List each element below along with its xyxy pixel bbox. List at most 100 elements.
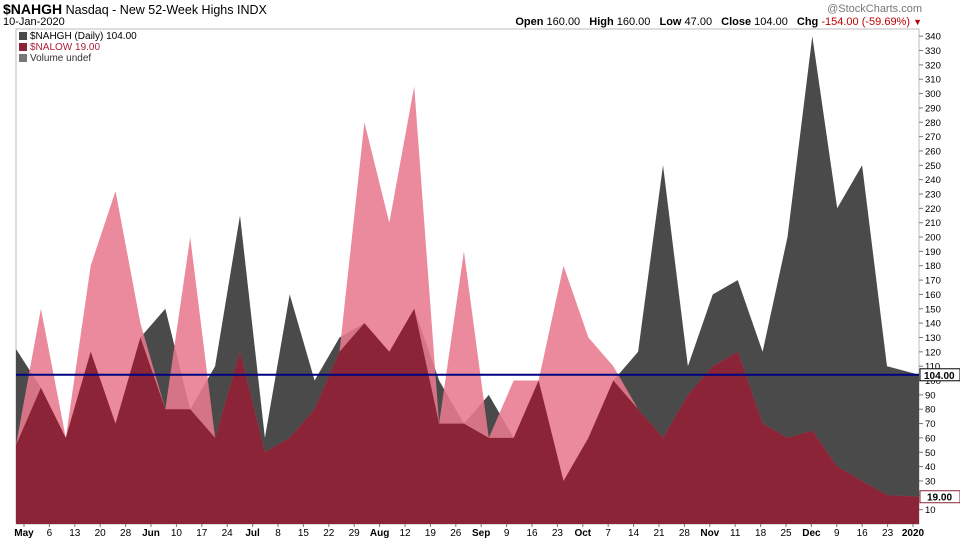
y-tick-label: 200 bbox=[925, 233, 941, 244]
x-tick-label: Jul bbox=[245, 528, 260, 539]
chg-value: -154.00 (-59.69%) bbox=[821, 16, 911, 28]
x-tick-label: May bbox=[14, 528, 34, 539]
exchange: INDX bbox=[237, 3, 267, 17]
y-tick-label: 30 bbox=[925, 476, 936, 487]
x-tick-label: 23 bbox=[882, 528, 894, 539]
y-tick-label: 290 bbox=[925, 103, 941, 114]
open-value: 160.00 bbox=[546, 16, 581, 28]
low-value: 47.00 bbox=[684, 16, 713, 28]
y-tick-label: 60 bbox=[925, 433, 936, 444]
high-label: High bbox=[589, 16, 614, 28]
low-label: Low bbox=[659, 16, 682, 28]
legend-volume-label: Volume undef bbox=[30, 53, 92, 64]
legend-highs-label: $NAHGH (Daily) 104.00 bbox=[30, 31, 137, 42]
x-tick-label: 19 bbox=[425, 528, 437, 539]
x-tick-label: 29 bbox=[349, 528, 361, 539]
y-tick-label: 300 bbox=[925, 89, 941, 100]
y-tick-label: 10 bbox=[925, 505, 936, 516]
x-tick-label: 12 bbox=[399, 528, 411, 539]
y-tick-label: 220 bbox=[925, 204, 941, 215]
y-tick-label: 240 bbox=[925, 175, 941, 186]
x-tick-label: 24 bbox=[222, 528, 234, 539]
x-tick-label: 16 bbox=[526, 528, 538, 539]
x-tick-label: 7 bbox=[605, 528, 611, 539]
x-tick-label: 15 bbox=[298, 528, 310, 539]
legend-lows: $NALOW 19.00 bbox=[19, 42, 100, 53]
legend-volume-swatch-icon bbox=[19, 54, 27, 62]
y-tick-label: 210 bbox=[925, 218, 941, 229]
y-tick-label: 120 bbox=[925, 347, 941, 358]
y-tick-label: 150 bbox=[925, 304, 941, 315]
x-tick-label: 23 bbox=[552, 528, 564, 539]
x-tick-label: 2020 bbox=[902, 528, 925, 539]
y-tick-label: 40 bbox=[925, 462, 936, 473]
credit: @StockCharts.com bbox=[827, 3, 922, 15]
x-tick-label: 18 bbox=[755, 528, 767, 539]
chg-down-icon: ▼ bbox=[913, 17, 922, 27]
x-tick-label: 6 bbox=[47, 528, 53, 539]
chg-label: Chg bbox=[796, 16, 819, 28]
y-tick-label: 230 bbox=[925, 190, 941, 201]
y-tick-label: 320 bbox=[925, 60, 941, 71]
y-tick-label: 50 bbox=[925, 448, 936, 459]
legend-volume: Volume undef bbox=[19, 53, 91, 64]
x-tick-label: 16 bbox=[857, 528, 869, 539]
y-tick-label: 130 bbox=[925, 333, 941, 344]
x-tick-label: Dec bbox=[802, 528, 821, 539]
x-tick-label: 25 bbox=[780, 528, 792, 539]
chart-title: $NAHGH Nasdaq - New 52-Week Highs INDX bbox=[3, 1, 267, 17]
x-tick-label: 21 bbox=[653, 528, 665, 539]
y-tick-label: 310 bbox=[925, 75, 941, 86]
y-tick-label: 90 bbox=[925, 390, 936, 401]
last-value-highs-tag bbox=[919, 368, 960, 382]
y-tick-label: 190 bbox=[925, 247, 941, 258]
x-tick-label: 10 bbox=[171, 528, 183, 539]
last-value-highs-label: 104.00 bbox=[924, 371, 955, 382]
legend-lows-swatch-icon bbox=[19, 43, 27, 51]
y-tick-label: 110 bbox=[925, 362, 940, 373]
x-tick-label: 14 bbox=[628, 528, 640, 539]
x-tick-label: 20 bbox=[95, 528, 107, 539]
legend-lows-label: $NALOW 19.00 bbox=[30, 42, 101, 53]
x-tick-label: Nov bbox=[700, 528, 719, 539]
legend-highs: $NAHGH (Daily) 104.00 bbox=[19, 31, 137, 42]
x-tick-label: Oct bbox=[574, 528, 591, 539]
x-tick-label: 17 bbox=[196, 528, 208, 539]
y-tick-label: 280 bbox=[925, 118, 941, 129]
x-tick-label: 26 bbox=[450, 528, 462, 539]
x-tick-label: 8 bbox=[275, 528, 281, 539]
x-tick-label: 11 bbox=[730, 528, 741, 539]
y-tick-label: 180 bbox=[925, 261, 941, 272]
symbol-name: Nasdaq - New 52-Week Highs bbox=[65, 3, 234, 17]
y-tick-label: 140 bbox=[925, 319, 941, 330]
x-tick-label: 9 bbox=[504, 528, 510, 539]
y-tick-label: 160 bbox=[925, 290, 941, 301]
chart-date: 10-Jan-2020 bbox=[3, 16, 65, 28]
x-tick-label: 28 bbox=[120, 528, 132, 539]
ohlc-readout: Open 160.00 High 160.00 Low 47.00 Close … bbox=[515, 16, 922, 28]
x-tick-label: Aug bbox=[370, 528, 389, 539]
x-tick-label: 28 bbox=[679, 528, 691, 539]
x-tick-label: 22 bbox=[323, 528, 335, 539]
x-tick-label: 13 bbox=[69, 528, 81, 539]
y-tick-label: 270 bbox=[925, 132, 941, 143]
close-value: 104.00 bbox=[754, 16, 788, 28]
x-tick-label: 9 bbox=[834, 528, 840, 539]
y-tick-label: 100 bbox=[925, 376, 941, 387]
y-tick-label: 70 bbox=[925, 419, 936, 430]
close-label: Close bbox=[721, 16, 752, 28]
high-value: 160.00 bbox=[616, 16, 651, 28]
last-value-lows-tag bbox=[919, 490, 960, 504]
legend-highs-swatch-icon bbox=[19, 32, 27, 40]
last-value-lows-label: 19.00 bbox=[927, 493, 952, 504]
y-tick-label: 250 bbox=[925, 161, 941, 172]
y-tick-label: 80 bbox=[925, 405, 936, 416]
symbol: $NAHGH bbox=[3, 1, 63, 17]
y-tick-label: 170 bbox=[925, 276, 941, 287]
y-tick-label: 260 bbox=[925, 146, 941, 157]
open-label: Open bbox=[515, 16, 544, 28]
series-overlap-area bbox=[16, 308, 919, 524]
y-tick-label: 340 bbox=[925, 32, 941, 43]
x-tick-label: Sep bbox=[472, 528, 490, 539]
